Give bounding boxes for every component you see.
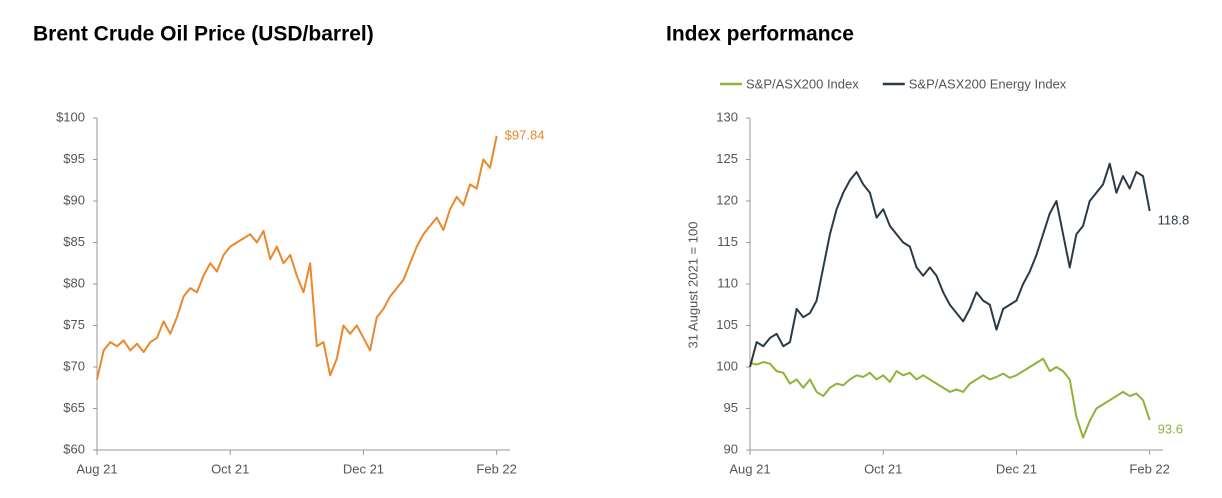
x-tick-label: Aug 21	[76, 461, 117, 476]
y-tick-label: $90	[63, 192, 85, 207]
x-tick-label: Dec 21	[343, 461, 384, 476]
y-tick-label: $100	[56, 109, 85, 124]
y-tick-label: 130	[716, 109, 738, 124]
y-tick-label: $85	[63, 234, 85, 249]
x-tick-label: Oct 21	[864, 461, 902, 476]
y-tick-label: 125	[716, 151, 738, 166]
y-tick-label: $75	[63, 317, 85, 332]
y-tick-label: $65	[63, 400, 85, 415]
y-tick-label: 105	[716, 317, 738, 332]
x-tick-label: Dec 21	[996, 461, 1037, 476]
data-line	[749, 162, 1151, 368]
data-line	[96, 135, 498, 380]
end-label: $97.84	[505, 127, 545, 142]
x-tick-label: Oct 21	[211, 461, 249, 476]
end-label: 93.6	[1158, 422, 1183, 437]
chart-title: Brent Crude Oil Price (USD/barrel)	[33, 23, 374, 46]
x-tick-label: Feb 22	[476, 461, 516, 476]
x-tick-label: Aug 21	[729, 461, 770, 476]
y-tick-label: 120	[716, 192, 738, 207]
x-tick-label: Feb 22	[1129, 461, 1169, 476]
legend-label: S&P/ASX200 Index	[746, 76, 859, 91]
y-tick-label: 95	[724, 400, 738, 415]
y-tick-label: 115	[717, 234, 738, 249]
y-tick-label: $80	[63, 275, 85, 290]
data-line	[749, 357, 1151, 439]
y-tick-label: 110	[717, 275, 738, 290]
legend-label: S&P/ASX200 Energy Index	[909, 76, 1067, 91]
y-tick-label: $60	[63, 441, 85, 456]
y-tick-label: 90	[724, 441, 738, 456]
y-tick-label: $70	[63, 358, 85, 373]
y-axis-title: 31 August 2021 = 100	[685, 222, 700, 349]
y-tick-label: $95	[63, 151, 85, 166]
chart-title: Index performance	[666, 23, 854, 46]
y-tick-label: 100	[716, 358, 738, 373]
end-label: 118.8	[1158, 212, 1190, 227]
